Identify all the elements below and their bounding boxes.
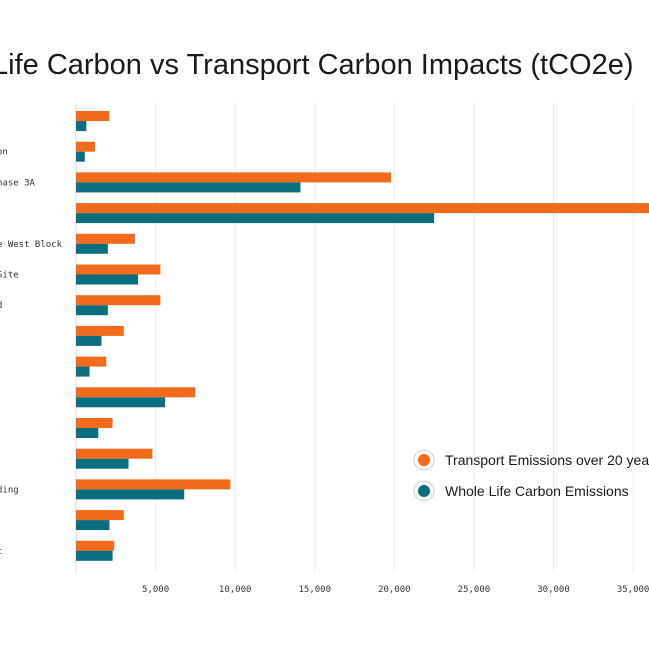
x-tick-label: 30,000: [537, 585, 570, 595]
category-label: on: [0, 148, 8, 158]
legend-marker: [418, 485, 430, 497]
bars: [76, 111, 649, 561]
transport-bar: [76, 387, 196, 398]
transport-bar: [76, 141, 96, 152]
transport-bar: [76, 172, 392, 183]
whole-life-bar: [76, 397, 166, 408]
whole-life-bar: [76, 335, 102, 346]
legend-marker: [418, 454, 430, 466]
whole-life-bar: [76, 243, 108, 254]
whole-life-bar: [76, 305, 108, 316]
whole-life-bar: [76, 213, 435, 224]
x-tick-label: 20,000: [378, 585, 411, 595]
chart-title: Life Carbon vs Transport Carbon Impacts …: [0, 49, 633, 81]
legend: Transport Emissions over 20 years Whole L…: [413, 449, 649, 502]
transport-bar: [76, 203, 649, 214]
x-tick-label: 5,000: [142, 585, 169, 595]
whole-life-bar: [76, 182, 301, 193]
whole-life-bar: [76, 121, 87, 131]
legend-marker-ring: [413, 449, 435, 471]
transport-bar: [76, 233, 135, 244]
legend-label: Transport Emissions over 20 years: [445, 452, 649, 468]
x-tick-label: 35,000: [617, 585, 649, 595]
whole-life-bar: [76, 274, 139, 285]
transport-bar: [76, 295, 161, 306]
transport-bar: [76, 111, 110, 121]
legend-marker-ring: [413, 480, 435, 502]
x-tick-label: 25,000: [458, 585, 491, 595]
whole-life-bar: [76, 428, 99, 438]
transport-bar: [76, 264, 161, 275]
transport-bar: [76, 479, 231, 490]
transport-bar: [76, 325, 124, 336]
whole-life-bar: [76, 550, 113, 561]
whole-life-bar: [76, 151, 85, 162]
x-tick-labels: 5,000 10,000 15,000 20,000 25,000 30,000 35,00…: [142, 585, 649, 595]
category-label: hase 3A: [0, 178, 36, 188]
transport-bar: [76, 448, 153, 459]
transport-bar: [76, 540, 115, 551]
category-label: e West Block: [0, 240, 63, 250]
legend-label: Whole Life Carbon Emissions: [445, 483, 629, 499]
x-tick-label: 15,000: [298, 585, 331, 595]
category-label: d: [0, 301, 2, 311]
transport-bar: [76, 510, 124, 521]
category-label: t: [0, 547, 2, 557]
x-tick-label: 10,000: [219, 585, 252, 595]
whole-life-bar: [76, 520, 110, 531]
category-label: Site: [0, 271, 19, 281]
whole-life-bar: [76, 489, 185, 500]
category-labels: on hase 3A e West Block Site d ding t: [0, 148, 63, 557]
transport-bar: [76, 418, 113, 428]
transport-bar: [76, 356, 107, 367]
category-label: ding: [0, 485, 19, 495]
whole-life-bar: [76, 366, 90, 377]
whole-life-bar: [76, 458, 129, 469]
